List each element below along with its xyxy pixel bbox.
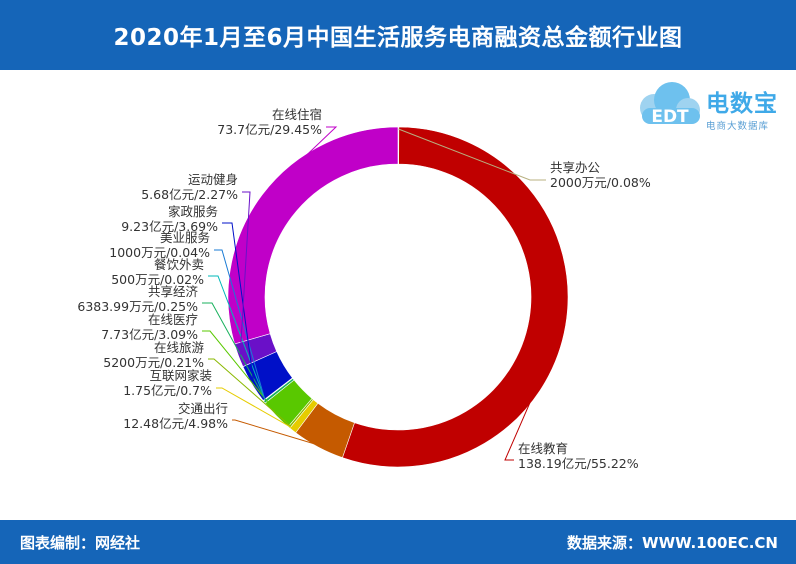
slice-2-name-label: 在线教育: [518, 441, 568, 456]
slice-4-name-label: 互联网家装: [149, 368, 212, 383]
slice-10-name-label: 家政服务: [168, 204, 218, 219]
slice-3-leader: [232, 419, 320, 446]
slice-1-name-label: 共享办公: [550, 160, 601, 175]
brand-logo: EDT 电数宝 电商大数据库: [632, 78, 792, 140]
slice-5-name-label: 在线旅游: [154, 340, 205, 355]
slice-10-value-label: 9.23亿元/3.69%: [121, 219, 218, 234]
logo-mark-text: EDT: [651, 107, 689, 127]
slice-6-leader: [202, 330, 278, 415]
header-bar: 2020年1月至6月中国生活服务电商融资总金额行业图: [0, 0, 796, 70]
slice-12-value-label: 73.7亿元/29.45%: [217, 122, 322, 137]
slice-5-leader: [208, 358, 291, 427]
slice-labels: 共享办公2000万元/0.08%在线教育138.19亿元/55.22%交通出行1…: [77, 107, 650, 471]
donut-chart: 共享办公2000万元/0.08%在线教育138.19亿元/55.22%交通出行1…: [77, 107, 650, 471]
slice-1-value-label: 2000万元/0.08%: [550, 175, 651, 190]
slice-8-leader: [208, 275, 266, 400]
slice-12-name-label: 在线住宿: [272, 107, 322, 122]
slice-10-leader: [222, 222, 255, 384]
cloud-logo-icon: EDT: [640, 82, 700, 127]
slice-7-value-label: 6383.99万元/0.25%: [77, 299, 198, 314]
slice-11-name-label: 运动健身: [188, 172, 238, 187]
slice-9-name-label: 美业服务: [160, 230, 210, 245]
slice-1-leader: [398, 128, 546, 181]
logo-name: 电数宝: [706, 91, 778, 117]
slice-2-arc: [342, 126, 569, 468]
slice-12-arc: [227, 126, 399, 345]
slice-9-value-label: 1000万元/0.04%: [109, 245, 210, 260]
slice-11-leader: [239, 191, 251, 355]
slice-3-name-label: 交通出行: [178, 401, 228, 416]
slice-7-leader: [202, 302, 267, 402]
slice-6-name-label: 在线医疗: [148, 312, 198, 327]
slice-9-leader: [214, 249, 266, 400]
slice-2-leader: [504, 325, 565, 461]
logo-subtitle: 电商大数据库: [706, 121, 770, 132]
slice-6-value-label: 7.73亿元/3.09%: [101, 327, 198, 342]
slice-5-value-label: 5200万元/0.21%: [103, 355, 204, 370]
footer-credit: 图表编制：网经社: [20, 534, 141, 552]
slice-8-value-label: 500万元/0.02%: [111, 272, 204, 287]
leader-lines: [202, 126, 565, 461]
slice-4-leader: [216, 387, 295, 430]
footer-source: 数据来源：WWW.100EC.CN: [567, 534, 778, 552]
slice-11-value-label: 5.68亿元/2.27%: [141, 187, 238, 202]
slice-8-name-label: 餐饮外卖: [154, 257, 204, 272]
footer-bar: 图表编制：网经社 数据来源：WWW.100EC.CN: [0, 520, 796, 564]
chart-title: 2020年1月至6月中国生活服务电商融资总金额行业图: [113, 25, 683, 51]
slice-4-value-label: 1.75亿元/0.7%: [123, 383, 212, 398]
slice-2-value-label: 138.19亿元/55.22%: [518, 456, 639, 471]
slice-7-name-label: 共享经济: [148, 284, 199, 299]
slice-12-leader: [263, 126, 338, 197]
slice-3-value-label: 12.48亿元/4.98%: [123, 416, 228, 431]
